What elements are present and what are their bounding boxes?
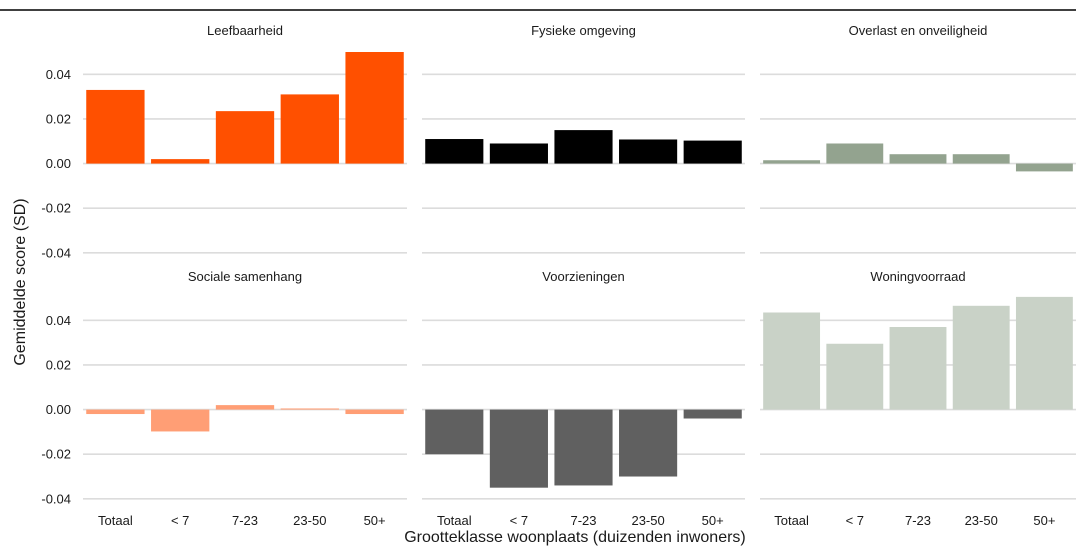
bar-4: [952, 305, 1010, 410]
y-tick-label: 0.04: [46, 67, 71, 82]
y-axes: -0.04 -0.02 0.00 0.02 0.04 -0.04 -0.02 0.00 0.02…: [41, 67, 71, 507]
x-tick-label: < 7: [510, 513, 528, 528]
x-axis-title: Grootteklasse woonplaats (duizenden inwo…: [404, 529, 746, 546]
y-tick-label: -0.02: [41, 447, 71, 462]
x-tick-label: Totaal: [774, 513, 809, 528]
x-tick-label: 50+: [1033, 513, 1055, 528]
bar-3: [215, 405, 275, 410]
bar-2: [151, 159, 210, 164]
bar-1: [425, 409, 484, 455]
x-tick-label: 50+: [702, 513, 724, 528]
bar-1: [86, 409, 145, 415]
panel-title: Leefbaarheid: [207, 23, 283, 38]
bar-4: [619, 409, 678, 477]
bar-3: [889, 154, 947, 164]
x-tick-label: < 7: [846, 513, 864, 528]
panel-title: Voorzieningen: [542, 269, 624, 284]
panel-1: Leefbaarheid: [83, 23, 407, 254]
bar-1: [763, 312, 821, 410]
bar-1: [425, 139, 484, 164]
bar-3: [889, 327, 947, 410]
bar-2: [489, 143, 548, 164]
panel-title: Overlast en onveiligheid: [849, 23, 988, 38]
y-tick-label: -0.04: [41, 245, 71, 260]
bar-4: [619, 139, 678, 164]
bar-2: [826, 143, 884, 164]
y-tick-label: 0.00: [46, 156, 71, 171]
x-tick-label: 7-23: [570, 513, 596, 528]
x-axes: Totaal < 7 7-23 23-50 50+ Totaal < 7 7-23 23-50 5…: [98, 513, 1055, 528]
panel-title: Sociale samenhang: [188, 269, 302, 284]
panel-2: Fysieke omgeving: [422, 23, 745, 254]
bar-4: [952, 154, 1010, 164]
bar-5: [683, 140, 742, 164]
y-tick-label: 0.02: [46, 357, 71, 372]
panel-6: Woningvoorraad: [760, 269, 1076, 500]
panel-title: Woningvoorraad: [870, 269, 965, 284]
x-tick-label: 23-50: [965, 513, 998, 528]
x-tick-label: 50+: [364, 513, 386, 528]
bar-3: [554, 409, 613, 486]
bar-4: [280, 94, 339, 164]
bar-4: [280, 408, 339, 410]
bar-5: [345, 409, 404, 415]
bar-3: [554, 130, 613, 164]
bar-1: [763, 160, 821, 164]
panel-5: Voorzieningen: [422, 269, 745, 500]
y-tick-label: 0.00: [46, 402, 71, 417]
bar-5: [683, 409, 742, 419]
x-tick-label: Totaal: [437, 513, 472, 528]
panel-3: Overlast en onveiligheid: [760, 23, 1076, 254]
bar-1: [86, 89, 145, 164]
y-tick-label: -0.02: [41, 201, 71, 216]
y-tick-label: 0.04: [46, 313, 71, 328]
chart-panels: Leefbaarheid Fysieke omgeving Overlast en …: [83, 23, 1076, 500]
x-tick-label: 7-23: [232, 513, 258, 528]
y-axis-title: Gemiddelde score (SD): [12, 198, 29, 365]
bar-5: [1015, 296, 1073, 410]
bar-2: [489, 409, 548, 488]
bar-5: [1015, 163, 1073, 172]
panel-4: Sociale samenhang: [83, 269, 407, 500]
x-tick-label: 23-50: [293, 513, 326, 528]
panel-title: Fysieke omgeving: [531, 23, 636, 38]
bar-3: [215, 111, 275, 164]
bar-5: [345, 52, 404, 164]
x-tick-label: 7-23: [905, 513, 931, 528]
bar-2: [151, 409, 210, 432]
y-tick-label: -0.04: [41, 491, 71, 506]
x-tick-label: 23-50: [631, 513, 664, 528]
x-tick-label: < 7: [171, 513, 189, 528]
bar-2: [826, 343, 884, 410]
y-tick-label: 0.02: [46, 111, 71, 126]
x-tick-label: Totaal: [98, 513, 133, 528]
